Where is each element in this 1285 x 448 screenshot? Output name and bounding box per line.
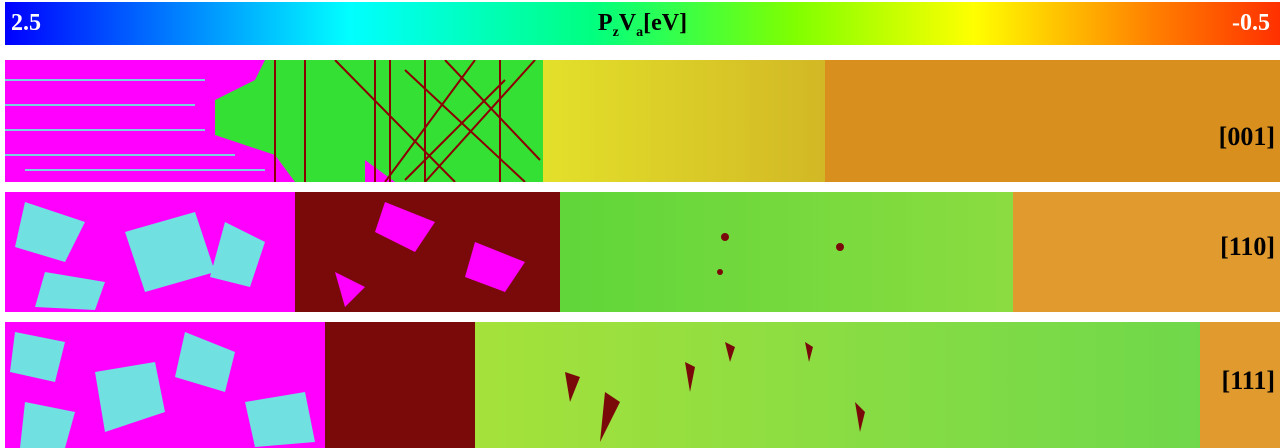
panel-110: [110]: [5, 192, 1280, 312]
panel-001-label: [001]: [1218, 122, 1275, 151]
panel-110-label: [110]: [1220, 232, 1275, 261]
panel-111: [111]: [5, 322, 1280, 448]
colorbar-min-label: -0.5: [1232, 10, 1270, 36]
panel-111-map: [5, 322, 1280, 448]
colorbar: 2.5 PzVa[eV] -0.5: [5, 2, 1280, 45]
panel-001-map: [5, 60, 1280, 182]
colorbar-title: PzVa[eV]: [597, 10, 688, 40]
colorbar-gradient: [5, 2, 1280, 45]
colorbar-max-label: 2.5: [11, 10, 41, 36]
panel-001: [001]: [5, 60, 1280, 182]
panel-111-label: [111]: [1221, 366, 1275, 395]
panel-110-map: [5, 192, 1280, 312]
